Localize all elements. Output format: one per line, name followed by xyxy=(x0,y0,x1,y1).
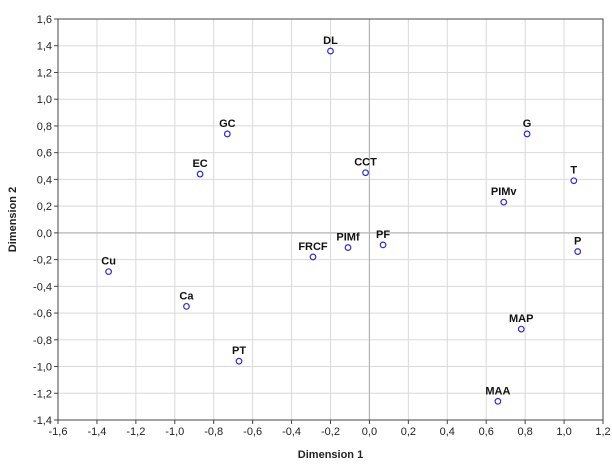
y-tick-label: 1,6 xyxy=(37,14,52,26)
data-point-pt: PT xyxy=(232,345,246,365)
point-marker xyxy=(196,170,204,178)
point-marker xyxy=(500,198,508,206)
x-tick-label: -1,2 xyxy=(126,426,145,438)
point-label: MAA xyxy=(485,385,510,397)
x-tick-label: -0,8 xyxy=(204,426,223,438)
x-tick-label: -0,6 xyxy=(243,426,262,438)
data-point-pf: PF xyxy=(376,229,390,249)
y-tick-label: -1,4 xyxy=(33,415,52,427)
point-label: DL xyxy=(323,35,338,47)
grid-lines xyxy=(57,18,604,421)
x-tick-label: 0,4 xyxy=(440,426,455,438)
point-label: PIMv xyxy=(491,186,518,198)
y-tick-label: 1,2 xyxy=(37,67,52,79)
point-label: PIMf xyxy=(336,232,360,244)
y-tick-label: -0,8 xyxy=(33,335,52,347)
y-tick-label: 0,0 xyxy=(37,228,52,240)
point-label: EC xyxy=(192,158,207,170)
x-tick-label: 0,0 xyxy=(362,426,377,438)
point-label: PT xyxy=(232,345,246,357)
point-label: P xyxy=(574,236,581,248)
data-point-t: T xyxy=(570,165,578,185)
point-marker xyxy=(517,325,525,333)
point-label: Cu xyxy=(101,256,116,268)
point-label: PF xyxy=(376,229,390,241)
x-tick-label: 0,2 xyxy=(401,426,416,438)
point-marker xyxy=(494,397,502,405)
data-points: DL GC EC CCT G T PIMv P PF PIMf FRCF Cu Ca MAP PT MAA xyxy=(101,35,581,405)
y-tick-label: 0,8 xyxy=(37,121,52,133)
point-marker xyxy=(344,244,352,251)
data-point-pimv: PIMv xyxy=(491,186,518,206)
y-tick-label: -0,6 xyxy=(33,308,52,320)
reference-lines xyxy=(58,19,603,420)
point-marker xyxy=(223,130,231,138)
point-marker xyxy=(327,47,334,55)
x-axis-title: Dimension 1 xyxy=(298,449,363,461)
point-label: MAP xyxy=(509,313,533,325)
data-point-dl: DL xyxy=(323,35,338,55)
y-tick-label: 0,4 xyxy=(37,174,52,186)
data-point-p: P xyxy=(574,236,581,255)
point-label: Ca xyxy=(179,290,194,302)
data-point-ec: EC xyxy=(192,158,208,178)
data-point-map: MAP xyxy=(509,313,533,333)
x-tick-label: -0,2 xyxy=(321,426,340,438)
data-point-ca: Ca xyxy=(179,290,194,310)
x-tick-label: -1,4 xyxy=(87,426,106,438)
x-tick-label: 1,0 xyxy=(556,426,571,438)
y-tick-label: -0,4 xyxy=(33,281,52,293)
point-label: FRCF xyxy=(298,241,328,253)
point-label: T xyxy=(570,165,577,177)
point-marker xyxy=(523,130,531,138)
data-point-frcf: FRCF xyxy=(298,241,328,261)
point-marker xyxy=(362,169,369,177)
point-marker xyxy=(235,357,243,365)
point-marker xyxy=(379,241,387,249)
point-label: G xyxy=(523,118,532,130)
data-point-gc: GC xyxy=(219,118,236,138)
x-tick-label: 0,6 xyxy=(479,426,494,438)
point-marker xyxy=(105,268,113,276)
data-point-pimf: PIMf xyxy=(336,232,360,251)
y-axis-title: Dimension 2 xyxy=(7,187,19,252)
y-tick-label: -1,0 xyxy=(33,362,52,374)
y-tick-label: 0,6 xyxy=(37,148,52,160)
point-marker xyxy=(574,248,582,255)
data-point-maa: MAA xyxy=(485,385,510,405)
y-tick-label: 0,2 xyxy=(37,201,52,213)
point-marker xyxy=(570,177,578,185)
y-tick-label: 1,4 xyxy=(37,41,52,53)
point-label: GC xyxy=(219,118,236,130)
x-tick-label: 1,2 xyxy=(595,426,610,438)
x-tick-label: -1,6 xyxy=(49,426,68,438)
data-point-cu: Cu xyxy=(101,256,116,276)
x-axis-ticks: -1,6 -1,4 -1,2 -1,0 -0,8 -0,6 -0,4 -0,2 0,0 0,2 0,… xyxy=(49,420,611,438)
point-marker xyxy=(309,253,317,261)
y-tick-label: -1,2 xyxy=(33,388,52,400)
y-tick-label: -0,2 xyxy=(33,255,52,267)
x-tick-label: -0,4 xyxy=(282,426,301,438)
x-tick-label: -1,0 xyxy=(165,426,184,438)
y-tick-label: 1,0 xyxy=(37,94,52,106)
y-axis-ticks: 1,6 1,4 1,2 1,0 0,8 0,6 0,4 0,2 0,0 -0,2 -0,4 -0,6 -… xyxy=(33,14,58,427)
point-marker xyxy=(183,302,190,310)
data-point-g: G xyxy=(523,118,532,138)
x-tick-label: 0,8 xyxy=(517,426,532,438)
point-label: CCT xyxy=(354,157,377,169)
data-point-cct: CCT xyxy=(354,157,377,177)
